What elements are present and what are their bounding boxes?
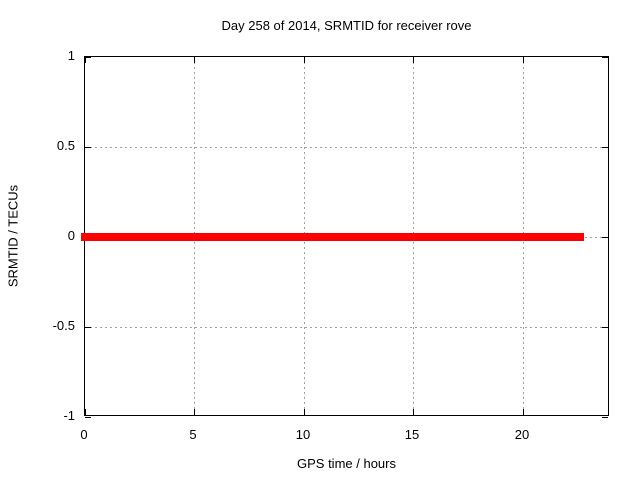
tick-x-20-top	[523, 57, 524, 63]
y-tick-label--1: -1	[63, 408, 75, 423]
x-tick-label-0: 0	[80, 427, 88, 442]
x-tick-label-20: 20	[514, 427, 530, 442]
gridline-y--0.5	[85, 327, 608, 328]
tick-y--1-left	[85, 417, 91, 418]
y-tick-label--0.5: -0.5	[52, 318, 75, 333]
tick-x-20-bottom	[523, 409, 524, 415]
tick-y-0-right	[602, 237, 608, 238]
plot-area	[81, 56, 609, 418]
y-tick-label-0: 0	[67, 228, 75, 243]
tick-x-10-bottom	[304, 409, 305, 415]
tick-y-1-right	[602, 57, 608, 58]
tick-y--1-right	[602, 417, 608, 418]
y-tick-label-1: 1	[67, 48, 75, 63]
tick-x-0-bottom	[85, 409, 86, 415]
tick-x-0-top	[85, 57, 86, 63]
tick-x-5-top	[194, 57, 195, 63]
tick-y--0.5-left	[85, 327, 91, 328]
y-tick-label-0.5: 0.5	[56, 138, 75, 153]
data-line-srmtid	[81, 233, 584, 241]
x-axis-label: GPS time / hours	[297, 456, 396, 471]
tick-x-15-bottom	[413, 409, 414, 415]
x-tick-label-5: 5	[189, 427, 197, 442]
tick-x-10-top	[304, 57, 305, 63]
gridline-y-0.5	[85, 147, 608, 148]
tick-y-0.5-left	[85, 147, 91, 148]
tick-y-1-left	[85, 57, 91, 58]
tick-x-15-top	[413, 57, 414, 63]
x-tick-label-15: 15	[404, 427, 420, 442]
tick-y-0.5-right	[602, 147, 608, 148]
tick-y--0.5-right	[602, 327, 608, 328]
chart-title: Day 258 of 2014, SRMTID for receiver rov…	[221, 18, 472, 33]
tick-x-5-bottom	[194, 409, 195, 415]
x-tick-label-10: 10	[295, 427, 311, 442]
